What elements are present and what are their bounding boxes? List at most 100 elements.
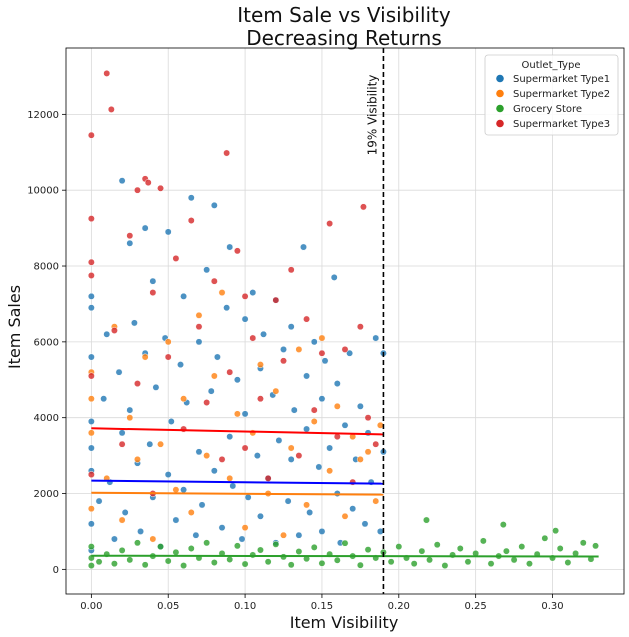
- point-3-4: [87, 372, 95, 380]
- point-0-24: [146, 440, 154, 448]
- point-0-46: [210, 201, 218, 209]
- point-0-78: [310, 338, 318, 346]
- point-2-71: [592, 542, 600, 550]
- point-1-6: [118, 516, 126, 524]
- point-3-22: [195, 323, 203, 331]
- point-3-28: [233, 247, 241, 255]
- point-3-8: [110, 327, 118, 334]
- point-2-54: [479, 537, 487, 545]
- y-tick-label-3: 6000: [34, 337, 59, 348]
- visibility-threshold-label: 19% Visibility: [365, 75, 379, 156]
- point-2-12: [164, 557, 172, 565]
- point-2-57: [499, 521, 507, 529]
- point-2-44: [410, 560, 418, 568]
- point-0-75: [303, 425, 311, 433]
- point-0-81: [318, 527, 326, 535]
- point-0-33: [172, 516, 180, 524]
- point-3-40: [318, 349, 326, 357]
- point-2-65: [552, 527, 560, 535]
- x-tick-label-4: 0.20: [388, 601, 410, 612]
- point-0-10: [103, 330, 111, 338]
- point-0-51: [226, 243, 234, 251]
- point-2-0: [87, 562, 95, 570]
- point-0-32: [167, 418, 175, 425]
- point-3-46: [359, 203, 367, 211]
- chart-title-line-2: Decreasing Returns: [246, 26, 442, 50]
- point-0-4: [87, 304, 95, 312]
- point-2-52: [464, 558, 472, 566]
- point-2-8: [134, 539, 141, 547]
- point-0-97: [376, 527, 384, 535]
- point-3-11: [134, 186, 141, 194]
- point-1-22: [241, 524, 249, 532]
- legend-marker-2: [496, 104, 504, 113]
- point-2-5: [110, 560, 118, 568]
- point-3-21: [187, 217, 195, 224]
- point-0-59: [253, 452, 261, 460]
- point-2-66: [556, 545, 564, 552]
- point-2-13: [172, 548, 180, 556]
- point-3-36: [287, 266, 295, 274]
- point-0-50: [226, 433, 234, 441]
- point-2-60: [518, 543, 526, 551]
- point-2-29: [295, 548, 303, 555]
- point-0-40: [195, 338, 203, 346]
- point-0-41: [195, 448, 203, 456]
- point-2-47: [426, 556, 433, 564]
- point-3-17: [157, 184, 164, 192]
- point-2-48: [433, 541, 441, 549]
- point-1-20: [226, 474, 234, 482]
- point-3-37: [295, 452, 303, 460]
- point-3-14: [144, 179, 152, 187]
- point-2-59: [510, 556, 518, 564]
- y-tick-label-1: 2000: [34, 489, 59, 500]
- point-0-45: [210, 467, 218, 475]
- point-0-93: [361, 520, 369, 528]
- point-1-32: [318, 334, 326, 342]
- point-0-73: [295, 531, 303, 539]
- point-3-0: [87, 131, 95, 139]
- point-2-14: [180, 562, 188, 570]
- regression-line-2: [91, 554, 599, 558]
- point-1-14: [180, 395, 188, 403]
- point-3-39: [310, 406, 318, 414]
- legend-marker-1: [496, 89, 504, 98]
- point-0-49: [223, 304, 231, 312]
- legend-box: [484, 54, 619, 136]
- point-0-21: [137, 527, 145, 535]
- point-2-34: [333, 556, 341, 564]
- point-2-45: [418, 547, 426, 555]
- point-2-3: [95, 558, 103, 566]
- point-1-33: [326, 467, 334, 475]
- point-0-36: [180, 486, 188, 494]
- point-0-57: [244, 493, 252, 501]
- point-1-7: [126, 414, 134, 422]
- point-0-55: [241, 315, 249, 323]
- point-0-68: [280, 345, 287, 353]
- point-1-17: [203, 452, 211, 460]
- point-3-38: [303, 315, 311, 323]
- regression-line-3: [91, 427, 384, 436]
- point-2-28: [287, 561, 295, 569]
- point-0-42: [198, 501, 206, 509]
- point-2-2: [87, 543, 95, 551]
- point-0-58: [249, 289, 257, 297]
- point-2-38: [364, 546, 372, 554]
- point-3-35: [280, 357, 287, 365]
- point-3-12: [134, 380, 141, 388]
- point-2-17: [203, 539, 211, 547]
- point-3-5: [87, 471, 95, 479]
- point-2-67: [564, 559, 572, 566]
- point-1-19: [218, 289, 226, 297]
- legend-label-1: Supermarket Type2: [513, 89, 610, 100]
- regression-line-1: [91, 491, 384, 496]
- point-3-1: [87, 215, 95, 223]
- point-2-21: [233, 542, 241, 550]
- point-2-31: [310, 543, 318, 551]
- legend-marker-3: [496, 119, 504, 128]
- point-3-26: [223, 149, 231, 157]
- point-1-9: [141, 353, 149, 361]
- point-3-25: [218, 455, 226, 463]
- legend-label-2: Grocery Store: [513, 104, 582, 115]
- legend-label-3: Supermarket Type3: [513, 119, 610, 130]
